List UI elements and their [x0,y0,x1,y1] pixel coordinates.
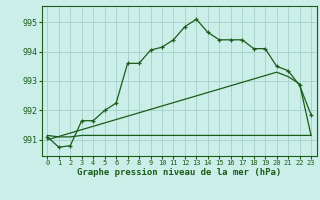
X-axis label: Graphe pression niveau de la mer (hPa): Graphe pression niveau de la mer (hPa) [77,168,281,177]
